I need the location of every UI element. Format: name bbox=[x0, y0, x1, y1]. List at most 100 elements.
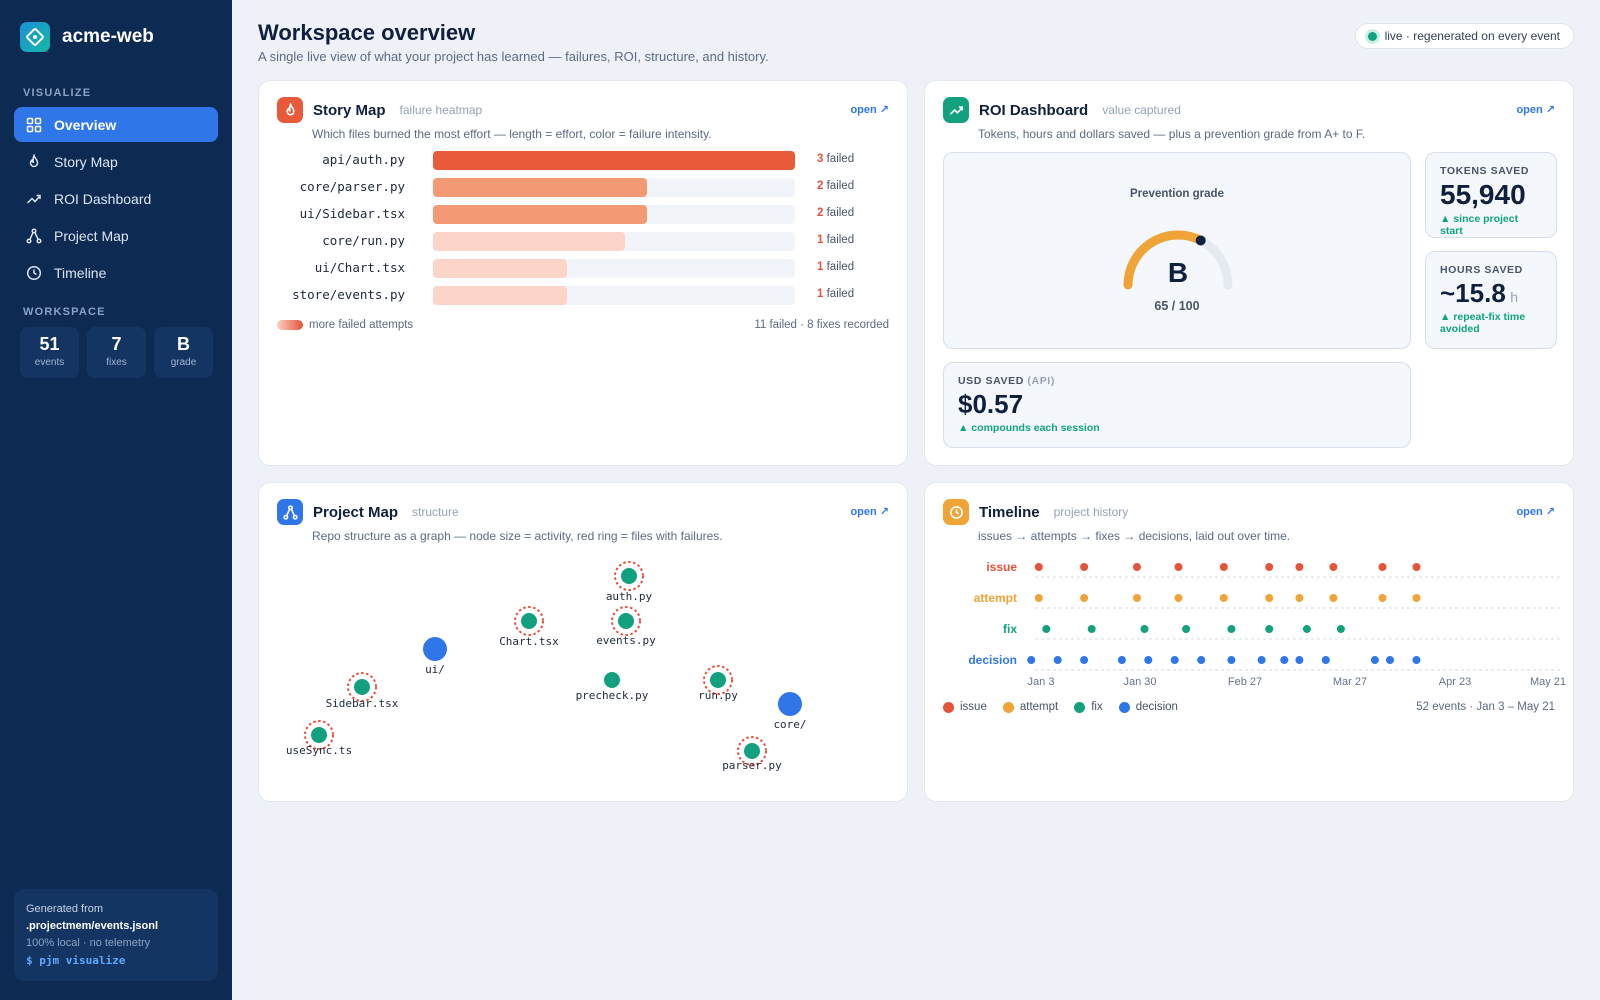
event-point-issue[interactable] bbox=[1032, 561, 1045, 573]
failed-word: failed bbox=[826, 180, 855, 192]
event-point-attempt[interactable] bbox=[1032, 592, 1045, 604]
sidebar-nav: Overview Story Map ROI Dashboard Project… bbox=[14, 107, 218, 292]
sidebar-item-roi-dashboard[interactable]: ROI Dashboard bbox=[14, 181, 218, 216]
event-point-fix[interactable] bbox=[1263, 623, 1276, 635]
event-point-attempt[interactable] bbox=[1078, 592, 1091, 604]
sidebar-item-story-map[interactable]: Story Map bbox=[14, 144, 218, 179]
event-point-fix[interactable] bbox=[1040, 623, 1053, 635]
heatmap-row[interactable]: api/auth.py 3 failed bbox=[277, 150, 877, 170]
stat-fixes: 7 fixes bbox=[87, 327, 146, 378]
event-point-fix[interactable] bbox=[1225, 623, 1238, 635]
event-point-attempt[interactable] bbox=[1410, 592, 1423, 604]
graph-node-sidebar-tsx[interactable]: Sidebar.tsx bbox=[326, 672, 399, 710]
failed-number: 1 bbox=[817, 261, 824, 273]
event-point-attempt[interactable] bbox=[1263, 592, 1276, 604]
open-roi-link[interactable]: open ↗ bbox=[1516, 104, 1555, 116]
card-title: Timeline bbox=[979, 503, 1040, 521]
event-point-fix[interactable] bbox=[1334, 623, 1347, 635]
sidebar-item-timeline[interactable]: Timeline bbox=[14, 255, 218, 290]
heatmap-row[interactable]: ui/Chart.tsx 1 failed bbox=[277, 258, 877, 278]
event-point-fix[interactable] bbox=[1300, 623, 1313, 635]
open-timeline-link[interactable]: open ↗ bbox=[1516, 506, 1555, 518]
event-point-decision[interactable] bbox=[1115, 654, 1128, 666]
axis-tick-label: Jan 30 bbox=[1123, 676, 1156, 688]
event-point-issue[interactable] bbox=[1293, 561, 1306, 573]
tokens-saved-note: ▲ since project start bbox=[1440, 213, 1519, 237]
open-project-map-link[interactable]: open ↗ bbox=[850, 506, 889, 518]
graph-node-parser-py[interactable]: parser.py bbox=[722, 736, 782, 772]
graph-node-precheck-py[interactable]: precheck.py bbox=[576, 672, 649, 702]
event-point-decision[interactable] bbox=[1410, 654, 1423, 666]
event-point-fix[interactable] bbox=[1138, 623, 1151, 635]
event-point-decision[interactable] bbox=[1078, 654, 1091, 666]
failed-number: 1 bbox=[817, 288, 824, 300]
event-point-decision[interactable] bbox=[1319, 654, 1332, 666]
heatmap-row[interactable]: core/parser.py 2 failed bbox=[277, 177, 877, 197]
legend-label: attempt bbox=[1019, 701, 1059, 713]
heatmap-row[interactable]: core/run.py 1 failed bbox=[277, 231, 877, 251]
event-point-attempt[interactable] bbox=[1172, 592, 1185, 604]
event-point-decision[interactable] bbox=[1293, 654, 1306, 666]
event-point-attempt[interactable] bbox=[1293, 592, 1306, 604]
heatmap-row[interactable]: store/events.py 1 failed bbox=[277, 285, 877, 305]
sidebar-item-project-map[interactable]: Project Map bbox=[14, 218, 218, 253]
cli-command[interactable]: $ pjm visualize bbox=[26, 954, 126, 967]
legend-item-attempt: attempt bbox=[1002, 701, 1059, 713]
node-dot bbox=[311, 727, 327, 743]
live-dot-icon bbox=[1367, 31, 1377, 41]
heatmap-bar-track bbox=[433, 178, 795, 197]
event-point-fix[interactable] bbox=[1180, 623, 1193, 635]
node-label: Chart.tsx bbox=[499, 635, 559, 648]
legend-item-decision: decision bbox=[1118, 701, 1178, 713]
lane-label-issue: issue bbox=[986, 560, 1017, 574]
event-point-decision[interactable] bbox=[1278, 654, 1291, 666]
event-point-decision[interactable] bbox=[1025, 654, 1038, 666]
axis-tick-label: Jan 3 bbox=[1028, 676, 1055, 688]
event-point-decision[interactable] bbox=[1051, 654, 1064, 666]
live-status-text: live · regenerated on every event bbox=[1384, 29, 1560, 43]
event-point-issue[interactable] bbox=[1131, 561, 1143, 573]
failure-ring bbox=[703, 665, 733, 695]
node-label: useSync.ts bbox=[286, 744, 352, 757]
node-label: run.py bbox=[698, 689, 738, 702]
sidebar-item-overview[interactable]: Overview bbox=[14, 107, 218, 142]
graph-node-auth-py[interactable]: auth.py bbox=[606, 561, 653, 603]
event-point-issue[interactable] bbox=[1172, 561, 1185, 573]
heatmap-row[interactable]: ui/Sidebar.tsx 2 failed bbox=[277, 204, 877, 224]
event-point-attempt[interactable] bbox=[1327, 592, 1340, 604]
event-point-issue[interactable] bbox=[1263, 561, 1276, 573]
event-point-issue[interactable] bbox=[1217, 561, 1230, 573]
graph-node-run-py[interactable]: run.py bbox=[698, 665, 738, 702]
section-label-workspace: WORKSPACE bbox=[23, 306, 106, 318]
usd-saved-note: ▲ compounds each session bbox=[958, 422, 1100, 434]
card-description: Tokens, hours and dollars saved — plus a… bbox=[978, 127, 1366, 141]
event-point-issue[interactable] bbox=[1376, 561, 1389, 573]
event-point-decision[interactable] bbox=[1168, 654, 1181, 666]
grade-score: 65 / 100 bbox=[1154, 299, 1200, 313]
open-story-map-link[interactable]: open ↗ bbox=[850, 104, 889, 116]
event-point-attempt[interactable] bbox=[1131, 592, 1143, 604]
event-point-decision[interactable] bbox=[1225, 654, 1238, 666]
failed-word: failed bbox=[826, 207, 855, 219]
stat-label: grade bbox=[170, 357, 197, 368]
failure-ring bbox=[614, 561, 644, 591]
brand[interactable]: acme-web bbox=[20, 22, 154, 52]
graph-node-core[interactable]: core/ bbox=[773, 692, 807, 731]
event-point-decision[interactable] bbox=[1142, 654, 1155, 666]
graph-node-events-py[interactable]: events.py bbox=[596, 606, 656, 647]
graph-node-ui[interactable]: ui/ bbox=[423, 637, 447, 676]
event-point-decision[interactable] bbox=[1195, 654, 1208, 666]
event-point-decision[interactable] bbox=[1384, 654, 1396, 666]
failed-number: 3 bbox=[817, 153, 824, 165]
event-point-decision[interactable] bbox=[1255, 654, 1268, 666]
event-point-attempt[interactable] bbox=[1376, 592, 1389, 604]
event-point-issue[interactable] bbox=[1410, 561, 1423, 573]
graph-node-chart-tsx[interactable]: Chart.tsx bbox=[499, 606, 559, 648]
event-point-issue[interactable] bbox=[1327, 561, 1340, 573]
event-point-attempt[interactable] bbox=[1217, 592, 1230, 604]
event-point-fix[interactable] bbox=[1085, 623, 1098, 635]
event-point-issue[interactable] bbox=[1078, 561, 1091, 573]
graph-icon bbox=[26, 227, 42, 244]
graph-node-usesync-ts[interactable]: useSync.ts bbox=[286, 720, 352, 757]
event-point-decision[interactable] bbox=[1368, 654, 1381, 666]
